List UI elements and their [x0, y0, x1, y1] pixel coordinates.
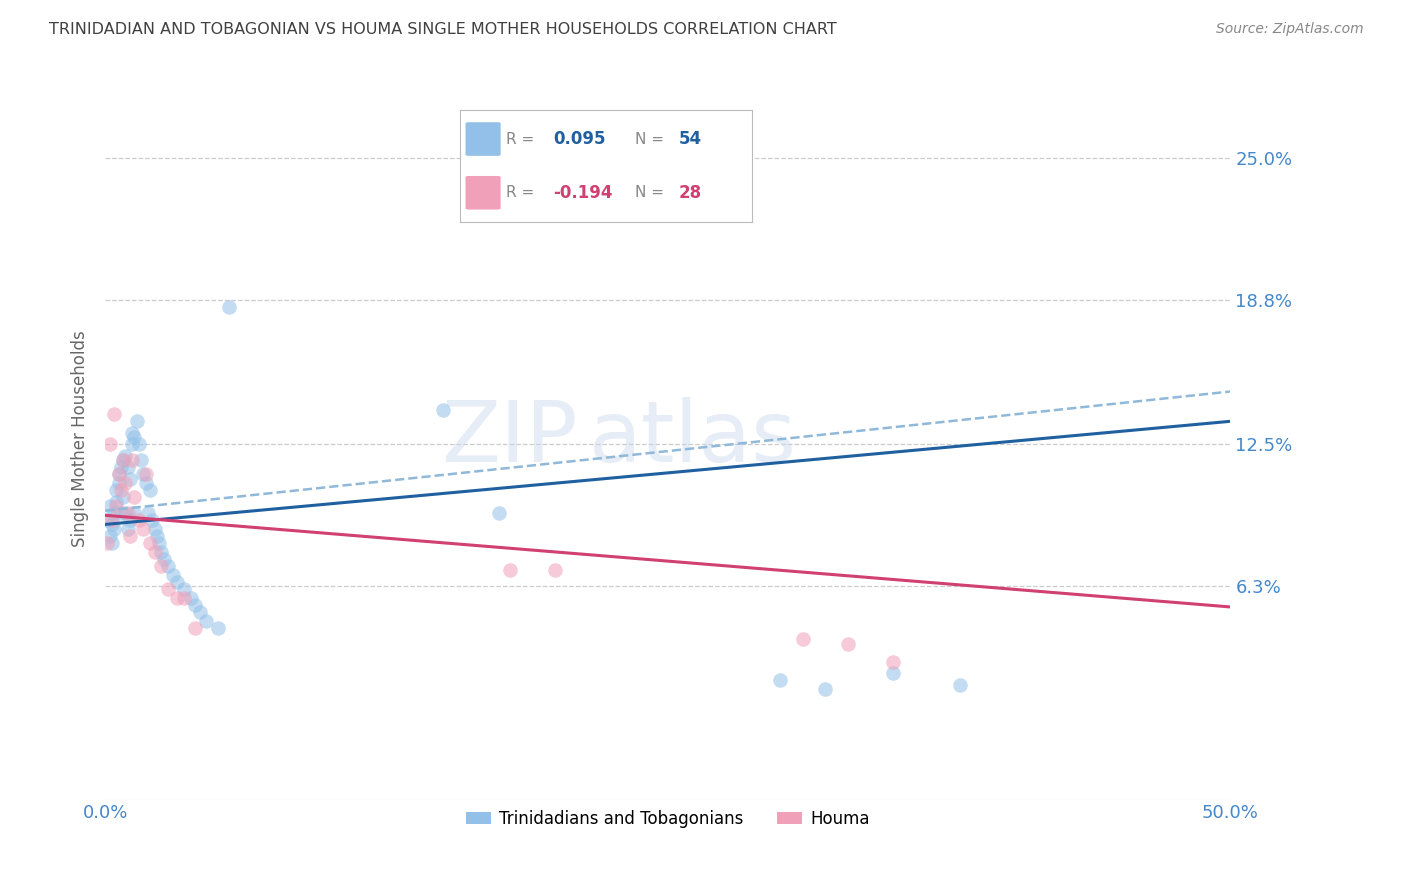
Point — [139, 536, 162, 550]
Point — [814, 682, 837, 697]
Point — [157, 558, 180, 573]
Point — [128, 513, 150, 527]
Point — [105, 494, 128, 508]
Point — [103, 522, 125, 536]
Point — [882, 666, 904, 681]
Point — [173, 591, 195, 605]
Point — [110, 506, 132, 520]
Text: TRINIDADIAN AND TOBAGONIAN VS HOUMA SINGLE MOTHER HOUSEHOLDS CORRELATION CHART: TRINIDADIAN AND TOBAGONIAN VS HOUMA SING… — [49, 22, 837, 37]
Point — [141, 513, 163, 527]
Point — [544, 563, 567, 577]
Point — [146, 529, 169, 543]
Point — [143, 522, 166, 536]
Point — [173, 582, 195, 596]
Point — [129, 453, 152, 467]
Point — [114, 449, 136, 463]
Point — [162, 567, 184, 582]
Point — [107, 467, 129, 481]
Point — [488, 506, 510, 520]
Point — [103, 408, 125, 422]
Point — [105, 483, 128, 497]
Point — [150, 558, 173, 573]
Point — [150, 545, 173, 559]
Point — [135, 467, 157, 481]
Point — [157, 582, 180, 596]
Point — [98, 437, 121, 451]
Point — [136, 506, 159, 520]
Point — [121, 425, 143, 440]
Point — [166, 591, 188, 605]
Point — [101, 513, 124, 527]
Point — [195, 614, 218, 628]
Point — [118, 472, 141, 486]
Point — [949, 678, 972, 692]
Point — [837, 637, 859, 651]
Point — [98, 499, 121, 513]
Point — [218, 300, 240, 314]
Point — [96, 536, 118, 550]
Point — [114, 476, 136, 491]
Point — [110, 483, 132, 497]
Point — [117, 522, 139, 536]
Point — [143, 545, 166, 559]
Point — [792, 632, 814, 646]
Point — [103, 506, 125, 520]
Point — [117, 506, 139, 520]
Point — [98, 529, 121, 543]
Point — [184, 621, 207, 635]
Point — [101, 517, 124, 532]
Point — [121, 437, 143, 451]
Point — [184, 598, 207, 612]
Point — [135, 476, 157, 491]
Point — [118, 513, 141, 527]
Point — [96, 513, 118, 527]
Point — [107, 467, 129, 481]
Legend: Trinidadians and Tobagonians, Houma: Trinidadians and Tobagonians, Houma — [460, 803, 876, 835]
Point — [110, 460, 132, 475]
Point — [132, 467, 155, 481]
Point — [118, 529, 141, 543]
Point — [117, 460, 139, 475]
Point — [101, 536, 124, 550]
Point — [499, 563, 522, 577]
Point — [132, 522, 155, 536]
Point — [125, 414, 148, 428]
Point — [112, 490, 135, 504]
Point — [148, 536, 170, 550]
Point — [139, 483, 162, 497]
Point — [152, 551, 174, 566]
Point — [432, 402, 454, 417]
Text: ZIP: ZIP — [441, 397, 578, 480]
Point — [112, 453, 135, 467]
Point — [207, 621, 229, 635]
Point — [166, 574, 188, 589]
Point — [114, 506, 136, 520]
Point — [105, 499, 128, 513]
Point — [882, 655, 904, 669]
Point — [180, 591, 202, 605]
Point — [124, 506, 146, 520]
Point — [112, 453, 135, 467]
Point — [188, 605, 211, 619]
Point — [128, 437, 150, 451]
Text: atlas: atlas — [589, 397, 797, 480]
Point — [124, 490, 146, 504]
Y-axis label: Single Mother Households: Single Mother Households — [72, 330, 89, 547]
Point — [107, 476, 129, 491]
Point — [121, 453, 143, 467]
Point — [769, 673, 792, 688]
Text: Source: ZipAtlas.com: Source: ZipAtlas.com — [1216, 22, 1364, 37]
Point — [124, 430, 146, 444]
